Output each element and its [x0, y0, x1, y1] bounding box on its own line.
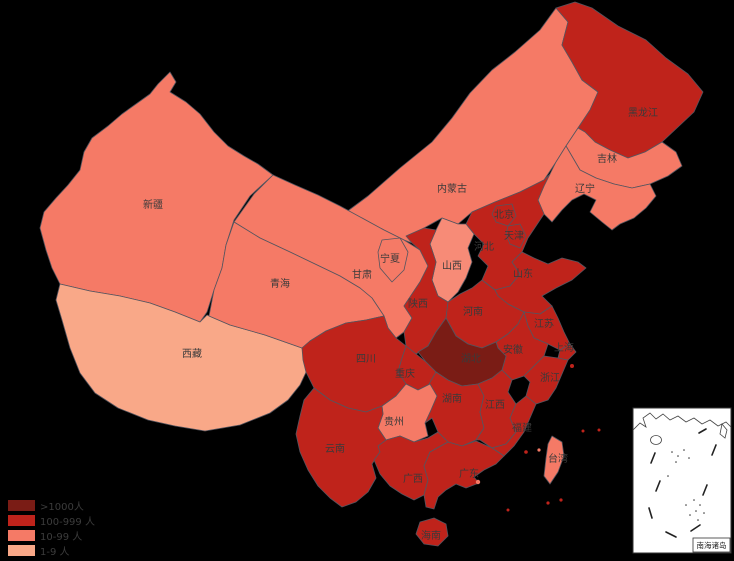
- province-fujian[interactable]: [491, 395, 537, 457]
- legend-label: 10-99 人: [40, 531, 82, 543]
- legend: >1000人 100-999 人 10-99 人 1-9 人: [8, 500, 95, 558]
- island-dot: [537, 448, 541, 452]
- inset-taiwan-outline: [719, 423, 728, 439]
- province-shapes: [39, 1, 704, 547]
- small-islands: [475, 343, 601, 512]
- province-hainan[interactable]: [415, 517, 449, 547]
- south-china-sea-inset: 南海诸岛: [632, 407, 732, 554]
- island-dot: [546, 501, 550, 505]
- island-dot: [524, 450, 528, 454]
- legend-item-1-9[interactable]: 1-9 人: [8, 545, 70, 558]
- island-dot: [581, 429, 585, 433]
- legend-swatch: [8, 530, 35, 541]
- island-dot: [506, 508, 510, 512]
- legend-label: >1000人: [40, 501, 84, 513]
- legend-item-gt1000[interactable]: >1000人: [8, 500, 84, 513]
- inset-coastline: [632, 412, 732, 431]
- inset-label: 南海诸岛: [697, 540, 727, 550]
- province-xizang[interactable]: [55, 283, 309, 432]
- legend-item-100-999[interactable]: 100-999 人: [8, 515, 95, 528]
- legend-item-10-99[interactable]: 10-99 人: [8, 530, 82, 543]
- inset-dash-line: [648, 428, 717, 538]
- inset-label-box: [692, 537, 731, 553]
- province-shanghai[interactable]: [557, 343, 577, 361]
- inset-box: [632, 407, 732, 554]
- island-dot: [564, 343, 568, 347]
- inset-hainan-outline: [650, 435, 662, 445]
- island-dot: [475, 479, 481, 485]
- legend-swatch: [8, 515, 35, 526]
- province-guangdong[interactable]: [423, 440, 505, 510]
- province-ningxia[interactable]: [377, 237, 409, 283]
- province-tianjin[interactable]: [505, 223, 527, 249]
- island-dot: [570, 364, 574, 368]
- legend-label: 100-999 人: [40, 516, 95, 528]
- legend-label: 1-9 人: [40, 546, 70, 558]
- island-dot: [559, 498, 563, 502]
- legend-swatch: [8, 545, 35, 556]
- inset-islets: [667, 449, 705, 521]
- province-yunnan[interactable]: [295, 387, 387, 508]
- legend-swatch: [8, 500, 35, 511]
- island-dot: [597, 428, 601, 432]
- province-taiwan[interactable]: [543, 435, 565, 485]
